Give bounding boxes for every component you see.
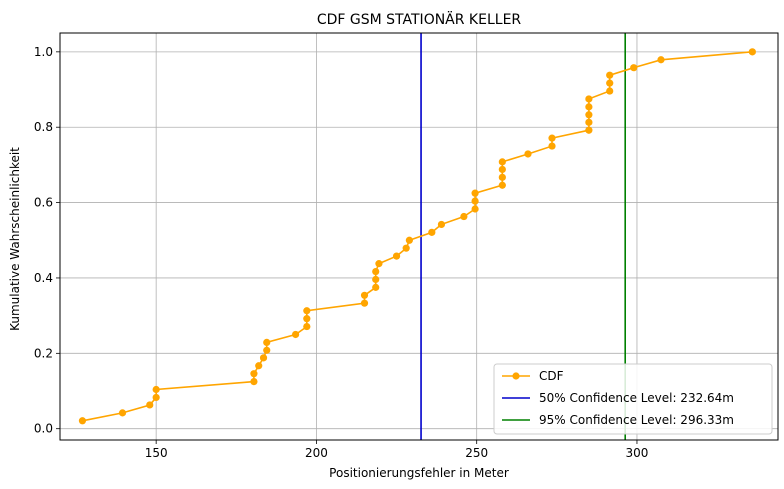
cdf-point: [259, 354, 268, 362]
cdf-point: [250, 370, 258, 378]
cdf-point: [460, 212, 468, 221]
cdf-point: [263, 338, 271, 346]
cdf-point: [291, 330, 300, 339]
cdf-point: [498, 165, 506, 174]
cdf-point: [360, 299, 369, 307]
cdf-point: [585, 103, 593, 111]
cdf-point: [402, 244, 410, 252]
y-tick-label: 0.2: [34, 346, 53, 360]
cdf-point: [524, 150, 532, 158]
cdf-point: [437, 220, 446, 229]
y-axis-ticks: 0.0 0.2 0.4 0.6 0.8 1.0: [34, 45, 60, 436]
x-axis-ticks: 150 200 250 300: [145, 440, 649, 460]
cdf-point: [250, 377, 258, 386]
y-tick-label: 0.6: [34, 196, 53, 210]
cdf-point: [372, 275, 380, 284]
x-tick-label: 150: [145, 446, 168, 460]
y-tick-label: 1.0: [34, 45, 53, 59]
legend-marker: [512, 372, 520, 380]
cdf-point: [585, 126, 593, 134]
cdf-point: [118, 409, 127, 417]
legend-label: CDF: [539, 369, 564, 383]
cdf-point: [471, 197, 479, 205]
y-tick-label: 0.8: [34, 120, 53, 134]
cdf-point: [606, 87, 614, 95]
cdf-series: [78, 48, 756, 425]
y-tick-label: 0.0: [34, 422, 53, 436]
cdf-point: [152, 385, 160, 394]
y-tick-label: 0.4: [34, 271, 53, 285]
cdf-point: [548, 142, 556, 150]
legend-label: 50% Confidence Level: 232.64m: [539, 391, 734, 405]
cdf-point: [303, 307, 311, 315]
cdf-point: [263, 346, 271, 354]
cdf-point: [498, 173, 506, 181]
cdf-point: [255, 362, 263, 370]
cdf-point: [405, 236, 413, 244]
cdf-point: [471, 189, 479, 197]
cdf-point: [392, 252, 401, 260]
x-tick-label: 250: [465, 446, 488, 460]
cdf-point: [375, 260, 383, 268]
cdf-point: [606, 79, 614, 87]
cdf-point: [78, 417, 87, 425]
legend: CDF 50% Confidence Level: 232.64m 95% Conf…: [493, 363, 773, 435]
cdf-point: [303, 315, 311, 323]
cdf-point: [146, 401, 154, 409]
cdf-point: [748, 48, 756, 56]
x-tick-label: 200: [305, 446, 328, 460]
cdf-point: [498, 181, 506, 189]
cdf-point: [303, 322, 311, 331]
cdf-point: [360, 291, 369, 299]
chart-title: CDF GSM STATIONÄR KELLER: [317, 10, 522, 28]
cdf-point: [372, 267, 380, 276]
cdf-point: [630, 64, 638, 72]
cdf-point: [428, 228, 436, 236]
cdf-point: [585, 118, 593, 126]
y-axis-label: Kumulative Wahrscheinlichkeit: [8, 147, 22, 331]
legend-box: [493, 363, 773, 435]
cdf-point: [548, 134, 556, 142]
cdf-point: [471, 205, 479, 213]
legend-label: 95% Confidence Level: 296.33m: [539, 413, 734, 427]
cdf-point: [606, 71, 614, 79]
grid: [60, 33, 778, 440]
cdf-point: [585, 111, 593, 119]
cdf-point: [152, 393, 160, 402]
x-axis-label: Positionierungsfehler in Meter: [329, 466, 509, 480]
plot-frame: [59, 32, 779, 441]
x-tick-label: 300: [626, 446, 649, 460]
cdf-point: [372, 283, 380, 291]
cdf-point: [657, 56, 665, 64]
cdf-point: [498, 158, 506, 166]
cdf-point: [585, 95, 593, 103]
